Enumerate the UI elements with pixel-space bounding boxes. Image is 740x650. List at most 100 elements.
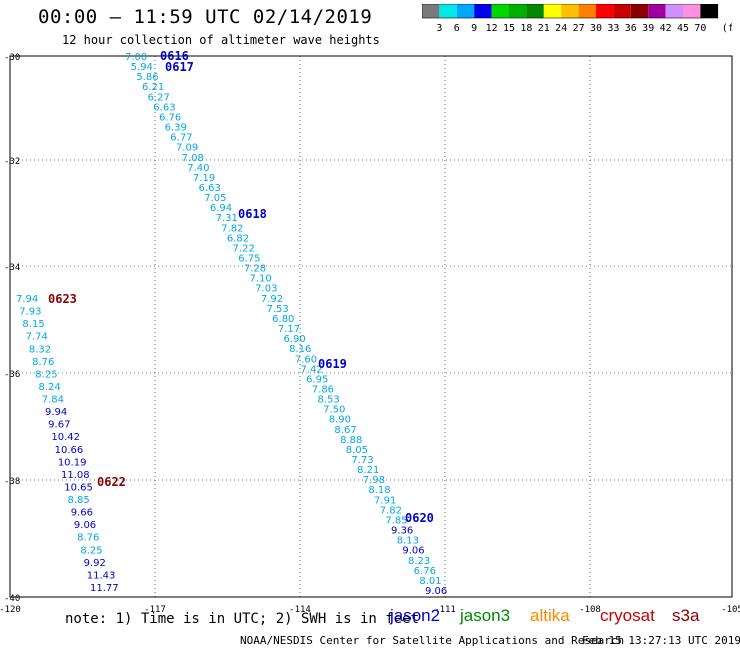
- swh-value: 6.82: [227, 233, 249, 244]
- pass-label: 0619: [318, 357, 347, 371]
- swh-value: 7.40: [187, 163, 209, 174]
- swh-value: 11.43: [87, 570, 116, 581]
- pass-label: 0617: [165, 60, 194, 74]
- scale-swatch: [491, 4, 509, 18]
- page-subtitle: 12 hour collection of altimeter wave hei…: [62, 33, 380, 47]
- lat-tick-label: -30: [4, 53, 20, 63]
- swh-value: 7.50: [323, 405, 345, 416]
- lat-tick-label: -34: [4, 263, 20, 273]
- scale-label: 9: [471, 23, 477, 34]
- swh-value: 8.85: [67, 495, 89, 506]
- pass-label: 0616: [160, 49, 189, 63]
- swh-value: 8.15: [22, 319, 44, 330]
- swh-value: 8.90: [329, 415, 351, 426]
- scale-swatch: [700, 4, 718, 18]
- footer-timestamp: Feb 15 13:27:13 UTC 2019: [582, 634, 740, 647]
- swh-value: 7.91: [374, 495, 396, 506]
- swh-value: 7.94: [16, 294, 38, 305]
- lon-tick-label: -111: [434, 605, 456, 615]
- scale-label: 36: [625, 23, 637, 34]
- lon-tick-label: -117: [144, 605, 166, 615]
- swh-value: 8.13: [397, 536, 419, 547]
- swh-value: 7.74: [26, 332, 48, 343]
- scale-label: 3: [436, 23, 442, 34]
- swh-value: 6.94: [210, 203, 232, 214]
- swh-value: 7.05: [204, 193, 226, 204]
- swh-value: 7.53: [267, 304, 289, 315]
- swh-value: 6.27: [148, 92, 170, 103]
- pass-label: 0618: [238, 207, 267, 221]
- swh-value: 7.85: [385, 515, 407, 526]
- swh-value: 7.92: [261, 294, 283, 305]
- scale-swatch: [613, 4, 631, 18]
- scale-swatch: [683, 4, 701, 18]
- swh-value: 7.93: [19, 307, 41, 318]
- legend-cryosat: cryosat: [600, 606, 655, 625]
- swh-value: 7.10: [250, 274, 272, 285]
- lon-tick-label: -120: [0, 605, 21, 615]
- swh-value: 6.21: [142, 82, 164, 93]
- legend-s3a: s3a: [672, 606, 700, 625]
- scale-swatch: [630, 4, 649, 18]
- lat-tick-label: -36: [4, 370, 20, 380]
- swh-value: 9.67: [48, 420, 70, 431]
- swh-value: 7.42: [300, 364, 322, 375]
- lat-tick-label: -40: [4, 594, 20, 604]
- swh-value: 7.98: [363, 475, 385, 486]
- swh-value: 10.42: [51, 432, 80, 443]
- scale-label: 30: [590, 23, 602, 34]
- scale-label: 39: [642, 23, 654, 34]
- legend-note: note: 1) Time is in UTC; 2) SWH is in fe…: [65, 611, 420, 627]
- scale-label: 27: [573, 23, 585, 34]
- swh-value: 6.39: [165, 123, 187, 134]
- swh-value: 8.16: [289, 344, 311, 355]
- swh-value: 6.95: [306, 374, 328, 385]
- swh-value: 8.88: [340, 435, 362, 446]
- swh-value: 9.94: [45, 407, 67, 418]
- scale-label: 42: [660, 23, 672, 34]
- swh-value: 5.86: [136, 72, 158, 83]
- swh-value: 7.19: [193, 173, 215, 184]
- swh-value: 7.17: [278, 324, 300, 335]
- scale-label: 18: [520, 23, 532, 34]
- swh-value: 6.80: [272, 314, 294, 325]
- scale-swatch: [648, 4, 666, 18]
- swh-value: 7.28: [244, 264, 266, 275]
- swh-value: 9.06: [74, 520, 96, 531]
- page-title: 00:00 – 11:59 UTC 02/14/2019: [38, 6, 373, 28]
- swh-value: 8.32: [29, 344, 51, 355]
- swh-value: 7.82: [221, 223, 243, 234]
- scale-swatch: [561, 4, 579, 18]
- swh-value: 7.84: [42, 395, 64, 406]
- swh-value: 7.08: [182, 153, 204, 164]
- lon-tick-label: -114: [289, 605, 311, 615]
- lat-tick-label: -38: [4, 477, 20, 487]
- swh-value: 6.63: [153, 102, 175, 113]
- swh-value: 7.22: [233, 243, 255, 254]
- lon-tick-label: -108: [579, 605, 601, 615]
- swh-value: 7.03: [255, 284, 277, 295]
- swh-value: 6.77: [170, 133, 192, 144]
- scale-swatch: [474, 4, 492, 18]
- swh-value: 10.66: [55, 445, 84, 456]
- pass-label: 0620: [405, 511, 434, 525]
- swh-value: 5.94: [131, 62, 153, 73]
- footer-credit: NOAA/NESDIS Center for Satellite Applica…: [240, 634, 625, 647]
- scale-label: 24: [555, 23, 567, 34]
- swh-value: 9.06: [402, 546, 424, 557]
- swh-value: 8.76: [32, 357, 54, 368]
- legend-jason3: jason3: [460, 606, 511, 625]
- swh-value: 7.86: [312, 384, 334, 395]
- lon-tick-label: -105: [721, 605, 740, 615]
- swh-value: 9.36: [391, 526, 413, 537]
- lat-tick-label: -32: [4, 157, 20, 167]
- legend-altika: altika: [530, 606, 570, 625]
- scale-swatch: [456, 4, 475, 18]
- swh-value: 8.05: [346, 445, 368, 456]
- scale-label: 33: [607, 23, 619, 34]
- swh-value: 8.24: [39, 382, 61, 393]
- scale-label: 70: [694, 23, 706, 34]
- swh-value: 8.01: [419, 576, 441, 587]
